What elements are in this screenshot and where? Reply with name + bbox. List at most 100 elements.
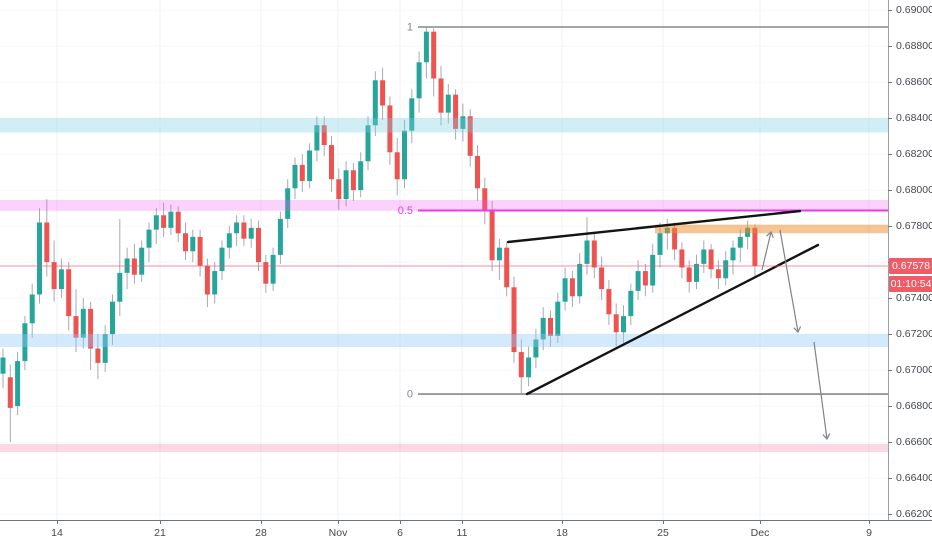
price-tick-mark [888,226,892,228]
candle [350,170,356,191]
price-tick-label: 0.66200 [896,508,932,521]
candle [548,317,553,336]
candle [431,31,437,79]
candle [380,80,386,106]
candle [635,271,641,291]
candle [234,222,240,234]
highlight-zones[interactable] [0,118,888,453]
support-band-0672[interactable] [0,334,888,348]
price-tick-label: 0.69000 [896,4,932,17]
fib-level-label: 0 [407,389,413,401]
candle [533,339,539,358]
time-tick-label: 14 [51,527,63,539]
time-axis[interactable]: 14 21 28 Nov 6 11 18 25 Dec 9 [0,520,932,550]
candle [7,377,13,408]
price-tick-mark [888,10,892,12]
candle [372,80,378,126]
candle [599,267,605,290]
candle [343,170,349,200]
price-tick-mark [888,82,892,84]
candle [402,130,407,180]
time-tick-label: 11 [456,527,468,539]
price-tick-label: 0.67800 [896,220,932,233]
price-tick-label: 0.68200 [896,148,932,161]
fib-retracement[interactable]: 10.50 [398,22,888,401]
candle [453,94,459,129]
candle [190,236,196,252]
price-tick-mark [888,370,892,372]
time-tick-label: 18 [556,527,568,539]
candle [365,125,371,162]
candles-series [0,26,758,443]
wedge-upper[interactable] [506,209,802,244]
price-tick-label: 0.66800 [896,400,932,413]
price-tick-mark [888,46,892,48]
time-tick-mark [160,520,161,524]
candle [504,247,510,288]
time-tick-label: 9 [866,527,872,539]
resistance-band-0679[interactable] [0,199,888,211]
candle [285,188,291,219]
candle [475,155,480,189]
price-tick-mark [888,334,892,336]
candle [15,361,21,407]
candle [606,289,612,315]
candle [577,263,583,297]
price-tick-label: 0.67400 [896,292,932,305]
resistance-band-0684[interactable] [0,118,888,133]
candle [73,316,79,338]
candle [0,357,6,374]
candle [307,150,313,182]
candle [482,188,488,210]
wedge-lower[interactable] [525,243,820,396]
price-axis[interactable]: 0.67578 01:10:54 0.69000 0.68800 0.68600 0.… [888,0,932,520]
arrow-to-resistance[interactable] [761,230,774,271]
candle [314,125,320,151]
candle [102,334,108,363]
candle [679,249,685,268]
price-tick-mark [888,154,892,156]
candle [153,215,159,230]
candle [241,222,247,239]
resistance-band-0678[interactable] [655,224,888,234]
candle [183,233,188,252]
time-tick-mark [562,520,563,524]
candle [708,249,714,270]
arrow-drop-1[interactable] [779,229,802,334]
candle [445,94,451,113]
candle [416,62,422,99]
price-tick-label: 0.67000 [896,364,932,377]
candle [584,240,590,264]
candle [628,290,634,317]
candle [694,263,699,282]
candle [657,233,663,255]
candle [752,227,758,267]
price-tick-label: 0.68800 [896,40,932,53]
time-tick-mark [462,520,463,524]
candle [88,308,94,349]
candle [248,227,254,239]
price-tick-mark [888,406,892,408]
support-band-0666[interactable] [0,443,888,453]
time-tick-mark [400,520,401,524]
candle [168,211,174,228]
last-price-badge: 0.67578 [889,258,932,275]
time-tick-label: 21 [154,527,166,539]
price-tick-mark [888,478,892,480]
candle [526,357,532,378]
candle [730,247,736,261]
candle [204,265,210,295]
chart-pane[interactable]: 1 0.5 0 [0,0,888,520]
candle [226,233,232,248]
candle [737,236,743,248]
arrow-drop-2[interactable] [813,341,831,441]
candle [438,78,444,113]
price-tick-mark [888,298,892,300]
price-tick-mark [888,442,892,444]
candle [95,348,101,363]
candle [110,301,115,335]
candle [329,145,334,180]
candle [642,271,648,286]
candle [562,278,568,302]
time-tick-label: Dec [750,527,770,539]
